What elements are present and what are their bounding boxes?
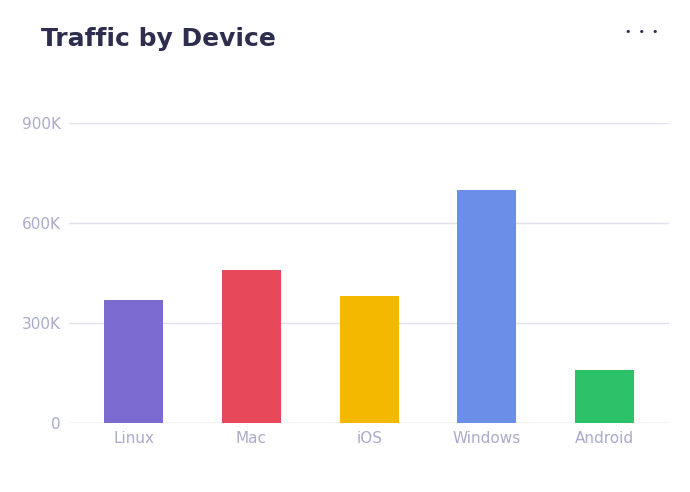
Bar: [457, 190, 516, 423]
Text: Traffic by Device: Traffic by Device: [41, 27, 276, 51]
Bar: [339, 296, 399, 423]
Bar: [222, 270, 281, 423]
Bar: [104, 300, 163, 423]
Text: •  •  •: • • •: [625, 27, 659, 37]
Bar: [575, 370, 634, 423]
